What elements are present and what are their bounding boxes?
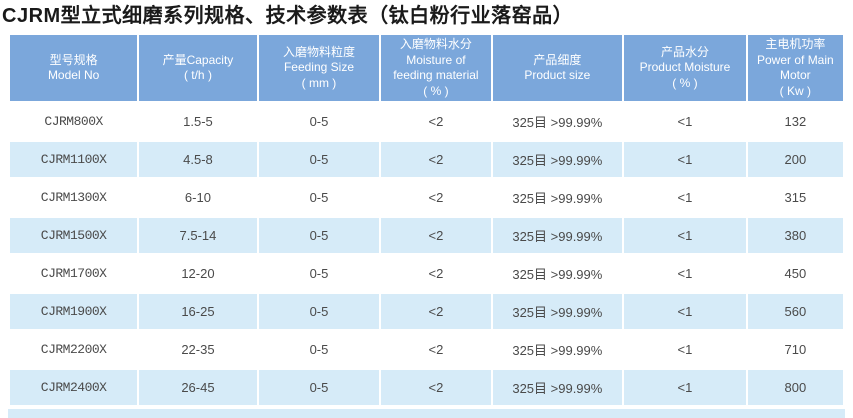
table-row: CJRM2400X 26-45 0-5 <2 325目 >99.99% <1 800	[10, 370, 843, 406]
model-cell: CJRM1900X	[10, 294, 138, 330]
table-cell: <2	[381, 104, 491, 140]
table-row: CJRM2200X 22-35 0-5 <2 325目 >99.99% <1 710	[10, 332, 843, 368]
column-header-line: Product size	[524, 68, 591, 83]
column-header-line: 入磨物料粒度	[282, 44, 355, 59]
table-cell: 325目 >99.99%	[492, 332, 623, 368]
table-cell: 0-5	[258, 294, 380, 330]
table-cell: <1	[624, 218, 746, 254]
table-cell: <1	[624, 332, 746, 368]
column-header-line: 型号规格	[49, 52, 98, 67]
column-header: 入磨物料粒度 Feeding Size( mm )	[258, 35, 380, 102]
model-cell: CJRM1100X	[10, 142, 138, 178]
table-cell: 325目 >99.99%	[492, 256, 623, 292]
column-header: 产品细度 Product size	[492, 35, 623, 102]
table-row: CJRM1100X 4.5-8 0-5 <2 325目 >99.99% <1 200	[10, 142, 843, 178]
table-cell: <2	[381, 180, 491, 216]
column-header: 产品水分 Product Moisture( % )	[624, 35, 746, 102]
table-cell: 0-5	[258, 332, 380, 368]
table-cell: 325目 >99.99%	[492, 142, 623, 178]
column-header-line: Moisture of	[406, 52, 466, 67]
column-header-line: 产品细度	[533, 52, 582, 67]
table-row: CJRM1500X 7.5-14 0-5 <2 325目 >99.99% <1 380	[10, 218, 843, 254]
table-cell: 560	[747, 294, 843, 330]
column-header-line: 产品水分	[660, 44, 709, 59]
table-cell: <2	[381, 294, 491, 330]
model-cell: CJRM1500X	[10, 218, 138, 254]
table-cell: <1	[624, 256, 746, 292]
table-cell: <1	[624, 180, 746, 216]
table-cell: <2	[381, 332, 491, 368]
column-header-line: ( % )	[672, 75, 698, 90]
table-header: 型号规格 Model No 产量Capacity( t/h ) 入磨物料粒度 Feedi…	[10, 35, 843, 102]
spec-table: 型号规格 Model No 产量Capacity( t/h ) 入磨物料粒度 Feedi…	[8, 32, 845, 408]
table-cell: 710	[747, 332, 843, 368]
table-row: CJRM1700X 12-20 0-5 <2 325目 >99.99% <1 450	[10, 256, 843, 292]
column-header-line: 产量Capacity	[162, 52, 234, 67]
table-cell: <2	[381, 256, 491, 292]
table-cell: 12-20	[139, 256, 257, 292]
table-cell: 0-5	[258, 180, 380, 216]
column-header-line: ( % )	[423, 83, 449, 98]
table-cell: 7.5-14	[139, 218, 257, 254]
table-cell: 26-45	[139, 370, 257, 406]
column-header-line: ( t/h )	[183, 68, 212, 83]
table-cell: <2	[381, 142, 491, 178]
column-header-line: ( mm )	[301, 75, 337, 90]
table-cell: <2	[381, 218, 491, 254]
table-cell: <1	[624, 370, 746, 406]
table-cell: 325目 >99.99%	[492, 370, 623, 406]
column-header-line: ( Kw )	[779, 83, 812, 98]
table-cell: 325目 >99.99%	[492, 180, 623, 216]
model-cell: CJRM2400X	[10, 370, 138, 406]
column-header: 入磨物料水分 Moisture of feeding material( % )	[381, 35, 491, 102]
table-cell: 315	[747, 180, 843, 216]
table-cell: 325目 >99.99%	[492, 294, 623, 330]
column-header-line: Product Moisture	[639, 60, 731, 75]
table-cell: <1	[624, 142, 746, 178]
table-cell: 380	[747, 218, 843, 254]
table-cell: 22-35	[139, 332, 257, 368]
table-cell: 0-5	[258, 370, 380, 406]
page-title: CJRM型立式细磨系列规格、技术参数表（钛白粉行业落窑品）	[2, 5, 574, 27]
table-cell: 325目 >99.99%	[492, 104, 623, 140]
table-cell: 1.5-5	[139, 104, 257, 140]
table-cell: 325目 >99.99%	[492, 218, 623, 254]
table-cell: <2	[381, 370, 491, 406]
table-body: CJRM800X 1.5-5 0-5 <2 325目 >99.99% <1 132 CJRM1…	[10, 104, 843, 406]
header-row: 型号规格 Model No 产量Capacity( t/h ) 入磨物料粒度 Feedi…	[10, 35, 843, 102]
column-header: 产量Capacity( t/h )	[139, 35, 257, 102]
table-cell: 0-5	[258, 256, 380, 292]
column-header-line: feeding material	[393, 68, 479, 83]
column-header-line: Motor	[780, 68, 811, 83]
table-cell: 4.5-8	[139, 142, 257, 178]
model-cell: CJRM800X	[10, 104, 138, 140]
table-cell: <1	[624, 104, 746, 140]
table-cell: 16-25	[139, 294, 257, 330]
column-header-line: Power of Main	[757, 52, 834, 67]
table-cell: 6-10	[139, 180, 257, 216]
table-cell: <1	[624, 294, 746, 330]
table-cell: 0-5	[258, 142, 380, 178]
table-row: CJRM1900X 16-25 0-5 <2 325目 >99.99% <1 560	[10, 294, 843, 330]
table-cell: 0-5	[258, 104, 380, 140]
column-header: 型号规格 Model No	[10, 35, 138, 102]
column-header-line: Feeding Size	[283, 60, 354, 75]
model-cell: CJRM1300X	[10, 180, 138, 216]
column-header-line: 主电机功率	[765, 37, 826, 51]
model-cell: CJRM2200X	[10, 332, 138, 368]
table-cell: 200	[747, 142, 843, 178]
table-bottom-strip	[8, 409, 845, 418]
model-cell: CJRM1700X	[10, 256, 138, 292]
table-cell: 450	[747, 256, 843, 292]
table-row: CJRM800X 1.5-5 0-5 <2 325目 >99.99% <1 132	[10, 104, 843, 140]
column-header-line: 入磨物料水分	[399, 37, 472, 51]
column-header: 主电机功率 Power of Main Motor( Kw )	[747, 35, 843, 102]
table-cell: 800	[747, 370, 843, 406]
table-cell: 0-5	[258, 218, 380, 254]
column-header-line: Model No	[47, 68, 100, 83]
table-cell: 132	[747, 104, 843, 140]
table-row: CJRM1300X 6-10 0-5 <2 325目 >99.99% <1 315	[10, 180, 843, 216]
